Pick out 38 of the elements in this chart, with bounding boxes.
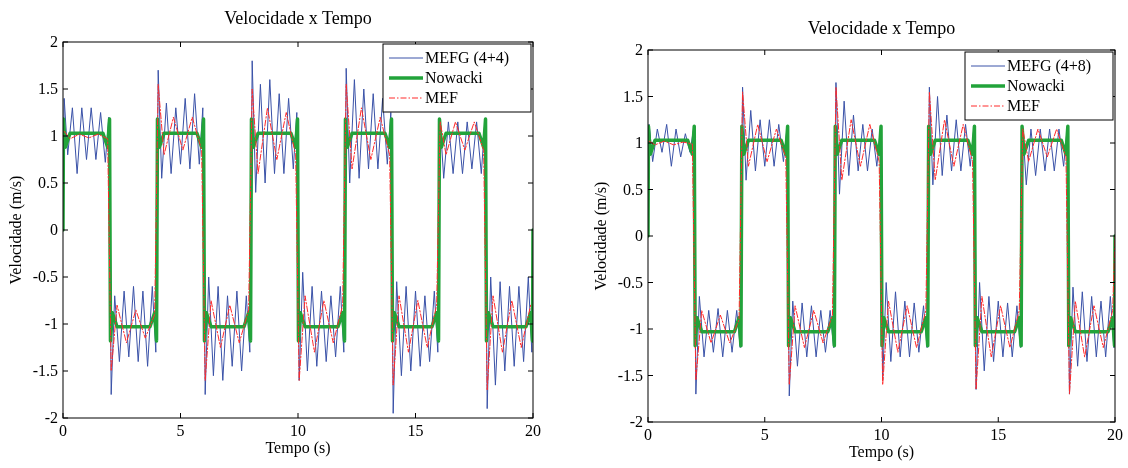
legend-label: MEFG (4+4) (425, 49, 510, 67)
x-tick-label: 10 (290, 422, 306, 439)
y-tick-label: 0.5 (38, 174, 58, 191)
y-tick-label: -1.5 (32, 362, 58, 379)
y-tick-label: -1.5 (617, 366, 643, 384)
x-tick-label: 20 (525, 422, 541, 439)
y-tick-label: 2 (50, 33, 58, 50)
y-tick-label: -1 (44, 315, 58, 332)
x-tick-label: 15 (407, 422, 424, 439)
x-axis-title: Tempo (s) (848, 443, 915, 461)
legend-label: MEFG (4+8) (1007, 57, 1092, 75)
legend-label: Nowacki (1007, 77, 1066, 94)
y-tick-label: -0.5 (32, 268, 58, 285)
chart-title: Velocidade x Tempo (224, 8, 372, 28)
legend-label: MEF (1007, 97, 1040, 114)
y-tick-label: 0 (635, 227, 643, 244)
y-tick-label: 1.5 (623, 87, 643, 105)
y-tick-label: 2 (635, 41, 643, 58)
x-axis-title: Tempo (s) (265, 439, 331, 457)
y-axis-title: Velocidade (m/s) (7, 175, 25, 285)
y-tick-label: -2 (629, 413, 643, 430)
x-tick-label: 20 (1107, 426, 1123, 443)
y-tick-label: 1.5 (38, 80, 58, 97)
y-tick-label: 0 (50, 221, 58, 238)
y-tick-label: 0.5 (623, 180, 643, 198)
y-tick-label: 1 (50, 127, 58, 144)
y-axis-title: Velocidade (m/s) (592, 181, 610, 291)
y-tick-label: 1 (635, 134, 643, 151)
legend-label: MEF (425, 89, 458, 106)
x-tick-label: 10 (873, 426, 890, 443)
chart-title: Velocidade x Tempo (807, 18, 956, 38)
y-tick-label: -0.5 (617, 273, 643, 291)
y-tick-label: -2 (44, 409, 58, 426)
legend-label: Nowacki (425, 69, 484, 86)
y-tick-label: -1 (629, 320, 643, 337)
x-tick-label: 5 (176, 422, 185, 439)
x-tick-label: 5 (760, 426, 769, 443)
x-tick-label: 15 (990, 426, 1007, 443)
